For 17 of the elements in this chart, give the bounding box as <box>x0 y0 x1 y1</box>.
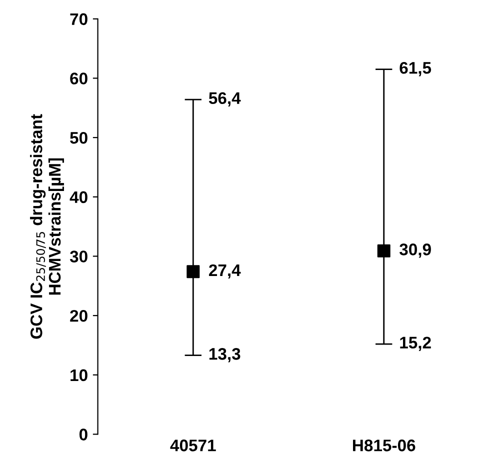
y-tick-label: 70 <box>70 13 88 26</box>
y-tick-label: 20 <box>70 310 88 322</box>
annotation: 15,2 <box>400 336 431 351</box>
y-tick-label: 40 <box>70 191 88 204</box>
y-axis-title: GCV IC$_{25/50/75}$ drug-resistant HCMVstrains[µM] <box>30 114 64 339</box>
annotation: 56,4 <box>208 92 241 106</box>
y-tick-label: 50 <box>70 132 88 144</box>
annotation: 61,5 <box>400 62 432 76</box>
x-tick-label: 40571 <box>170 440 216 452</box>
y-tick-label: 10 <box>70 369 88 382</box>
annotation: 13,3 <box>209 348 240 362</box>
y-tick-label: 30 <box>70 250 88 262</box>
y-tick-label: 0 <box>79 428 88 440</box>
y-tick-label: 60 <box>70 72 88 84</box>
x-tick-label: H815-06 <box>353 440 416 452</box>
data-label: 30,9 <box>400 244 431 258</box>
data-label: 27,4 <box>208 264 241 279</box>
